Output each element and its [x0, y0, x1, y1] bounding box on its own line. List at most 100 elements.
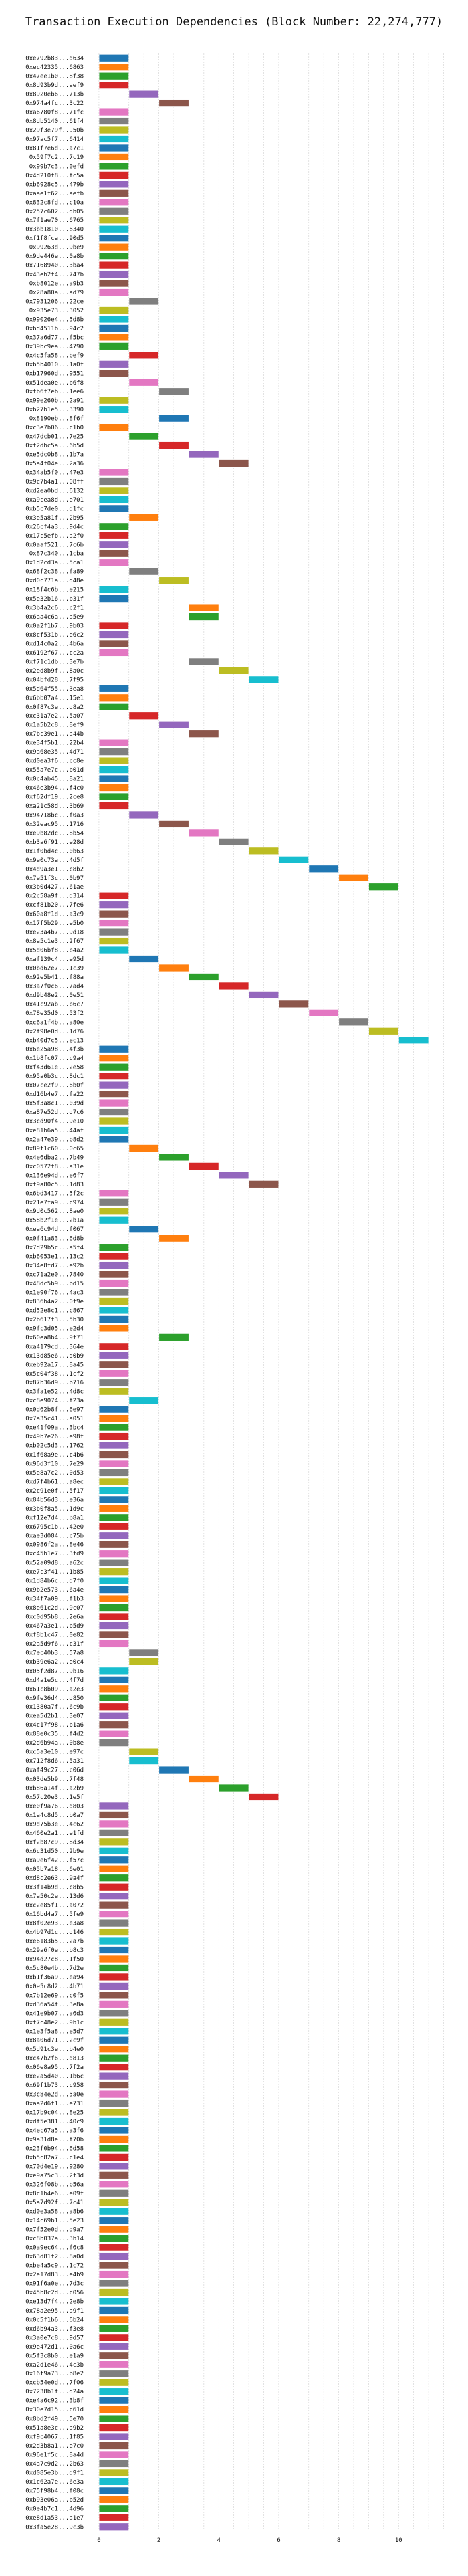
dependency-bar [99, 1208, 129, 1215]
dependency-bar [99, 469, 129, 476]
dependency-bar [99, 541, 129, 548]
y-tick-label: 0x1f0bd4c...0b63 [25, 848, 84, 855]
y-tick-label: 0x1d84b6c...d7f0 [25, 1578, 84, 1585]
dependency-bar [99, 207, 129, 215]
dependency-bar [99, 2064, 129, 2071]
dependency-bar [159, 415, 189, 422]
y-tick-label: 0x5a4f04e...2a36 [25, 461, 84, 467]
dependency-bar [99, 1108, 129, 1116]
y-tick-label: 0xc0572f8...a31e [25, 1164, 84, 1170]
y-tick-label: 0xb39e6a2...e0c4 [25, 1659, 84, 1666]
dependency-bar [99, 1487, 129, 1495]
y-tick-label: 0x88e0c35...f4d2 [25, 1731, 84, 1738]
dependency-bar [99, 1244, 129, 1251]
dependency-bar [99, 2036, 129, 2044]
y-tick-label: 0xa9cea8d...e701 [25, 497, 84, 504]
dependency-bar [99, 1730, 129, 1737]
dependency-bar [99, 1271, 129, 1278]
dependency-bar [99, 189, 129, 197]
y-tick-label: 0xd52e8c1...c867 [25, 1307, 84, 1314]
dependency-bar [99, 784, 129, 792]
dependency-bar [99, 1721, 129, 1729]
dependency-bar [99, 775, 129, 782]
y-tick-label: 0x61c8b09...a2e3 [25, 1686, 84, 1693]
dependency-bar [99, 171, 129, 179]
dependency-bar [129, 811, 159, 819]
y-tick-label: 0x95a0b3c...8dc1 [25, 1073, 84, 1080]
y-tick-label: 0xb86a14f...a2b9 [25, 1786, 84, 1792]
y-tick-label: 0xb27b1e5...3390 [25, 407, 84, 413]
dependency-bar [219, 1784, 249, 1792]
y-tick-label: 0x91f6a0e...7d3c [25, 2281, 84, 2288]
dependency-bar [99, 2153, 129, 2161]
dependency-bar [99, 1379, 129, 1386]
dependency-bar [99, 1577, 129, 1584]
y-tick-label: 0x48dc5b9...bd15 [25, 1281, 84, 1287]
y-tick-label: 0xc5a3e10...e97c [25, 1749, 84, 1756]
dependency-bar [129, 1658, 159, 1666]
dependency-bar [99, 694, 129, 702]
dependency-bar [309, 865, 339, 873]
y-tick-label: 0x7f1ae70...6765 [25, 217, 84, 224]
y-tick-label: 0x03de5b9...7f48 [25, 1776, 84, 1783]
dependency-bar [99, 324, 129, 332]
dependency-bar [99, 1414, 129, 1422]
y-tick-label: 0x45b8c2d...c056 [25, 2290, 84, 2296]
dependency-bar [99, 1541, 129, 1548]
y-tick-label: 0xd085e3b...d9f1 [25, 2470, 84, 2476]
y-tick-label: 0xd2ea0bd...6132 [25, 488, 84, 494]
y-tick-label: 0xe7c3f41...1b85 [25, 1569, 84, 1576]
dependency-bar [99, 1568, 129, 1576]
dependency-bar [99, 144, 129, 152]
y-tick-label: 0x136e94d...e6f7 [25, 1172, 84, 1179]
dependency-bar [99, 253, 129, 260]
dependency-bar [99, 261, 129, 269]
y-tick-label: 0x3b0f8a5...1d9c [25, 1506, 84, 1513]
dependency-bar [99, 64, 129, 71]
y-tick-label: 0x7a35c41...a051 [25, 1416, 84, 1422]
dependency-bar [279, 1000, 309, 1008]
dependency-bar [368, 883, 398, 891]
dependency-bar [99, 2388, 129, 2395]
y-tick-label: 0x70d4e19...9280 [25, 2163, 84, 2170]
y-tick-label: 0x3a0e7c8...9d57 [25, 2335, 84, 2341]
y-tick-label: 0x3b0d427...61ae [25, 884, 84, 891]
y-tick-label: 0x34f7a09...f1b3 [25, 1596, 84, 1603]
y-tick-label: 0xe0f9a76...d803 [25, 1803, 84, 1810]
y-tick-label: 0xf7c48e2...9b1c [25, 2020, 84, 2026]
y-tick-label: 0xe9b82dc...8b54 [25, 830, 84, 837]
dependency-bar [249, 676, 279, 683]
y-tick-label: 0x57c20e3...1e5f [25, 1794, 84, 1801]
dependency-bar [99, 586, 129, 593]
y-tick-label: 0x3b4a2c6...c2f1 [25, 605, 84, 612]
dependency-bar [339, 1018, 368, 1026]
dependency-bar [99, 316, 129, 323]
dependency-bar [99, 1703, 129, 1711]
dependency-bar [99, 2379, 129, 2386]
dependency-bar [99, 2442, 129, 2450]
y-tick-label: 0xb8012e...a9b3 [29, 281, 84, 288]
y-tick-label: 0x1380a7f...6c9b [25, 1704, 84, 1711]
dependency-bar [129, 1757, 159, 1765]
y-tick-label: 0xd0c771a...d48e [25, 578, 84, 584]
y-tick-label: 0x9d75b3e...4c62 [25, 1821, 84, 1828]
dependency-bar [99, 199, 129, 206]
dependency-bar [129, 1226, 159, 1233]
y-tick-label: 0x5e32b16...b31f [25, 596, 84, 603]
dependency-bar [99, 1343, 129, 1350]
y-tick-label: 0x0e4b7c1...4d96 [25, 2506, 84, 2512]
y-tick-label: 0x75f98b4...f08c [25, 2488, 84, 2494]
y-tick-label: 0x14c69b1...5e23 [25, 2218, 84, 2224]
y-tick-label: 0x29a6f0e...b8c3 [25, 1947, 84, 1954]
dependency-bar [99, 532, 129, 539]
dependency-bar [99, 1136, 129, 1143]
dependency-bar [99, 1640, 129, 1648]
dependency-bar [309, 1009, 339, 1016]
y-tick-label: 0x3fa1e52...4d8c [25, 1389, 84, 1396]
y-tick-label: 0xe9a75c3...2f3d [25, 2173, 84, 2179]
y-tick-label: 0xa9e6f42...f57c [25, 1857, 84, 1864]
x-tick-label: 0 [97, 2537, 100, 2544]
dependency-bar [99, 1514, 129, 1521]
x-tick-label: 4 [217, 2537, 221, 2544]
